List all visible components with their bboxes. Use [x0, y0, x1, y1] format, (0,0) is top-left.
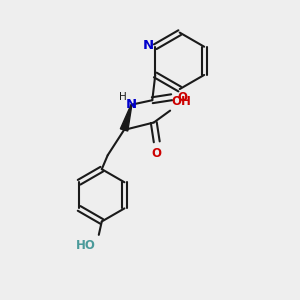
Text: O: O: [177, 91, 187, 104]
Polygon shape: [120, 105, 132, 131]
Text: OH: OH: [172, 94, 191, 108]
Text: O: O: [152, 147, 162, 160]
Text: N: N: [142, 39, 153, 52]
Text: N: N: [126, 98, 137, 111]
Text: H: H: [119, 92, 126, 102]
Text: HO: HO: [76, 239, 96, 252]
